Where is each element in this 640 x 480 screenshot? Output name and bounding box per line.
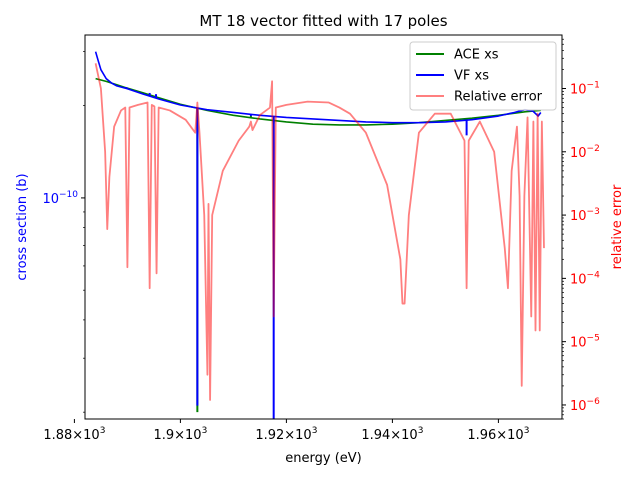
legend-label-vf: VF xs — [454, 69, 489, 84]
series-relative-error — [94, 63, 545, 401]
series-layer — [94, 51, 545, 419]
x-tick-label: 1.9×103 — [153, 426, 207, 443]
legend-box — [409, 41, 557, 111]
legend-label-ace: ACE xs — [454, 48, 499, 63]
series-line — [94, 63, 545, 401]
chart-title: MT 18 vector fitted with 17 poles — [199, 12, 447, 30]
y-right-tick-label: 10−6 — [570, 397, 600, 414]
axes-frame — [84, 34, 563, 420]
legend-label-relative-error: Relative error — [454, 90, 543, 105]
series-line — [94, 51, 542, 124]
series-ace-xs — [95, 77, 541, 413]
y-right-tick-label: 10−4 — [570, 270, 600, 287]
x-axis-ticks: 1.88×103 1.9×103 1.92×103 1.94×103 1.96×103 — [43, 419, 529, 443]
y-left-tick-label: 10−10 — [42, 190, 78, 207]
y-left-axis-ticks: 10−10 — [42, 51, 85, 413]
x-tick-label: 1.88×103 — [43, 426, 105, 443]
y-right-tick-label: 10−1 — [570, 80, 600, 97]
y-right-tick-label: 10−5 — [570, 334, 600, 351]
y-right-axis-label: relative error — [610, 184, 625, 269]
legend: ACE xs VF xs Relative error — [409, 41, 557, 111]
x-tick-label: 1.94×103 — [361, 426, 423, 443]
y-right-tick-label: 10−2 — [570, 144, 600, 161]
y-right-axis-ticks: 10−6 10−5 10−4 10−3 10−2 10−1 — [562, 38, 600, 420]
x-tick-label: 1.92×103 — [255, 426, 317, 443]
y-left-axis-label: cross section (b) — [15, 173, 30, 280]
x-tick-label: 1.96×103 — [467, 426, 529, 443]
x-axis-label: energy (eV) — [285, 451, 361, 466]
y-right-tick-label: 10−3 — [570, 207, 600, 224]
